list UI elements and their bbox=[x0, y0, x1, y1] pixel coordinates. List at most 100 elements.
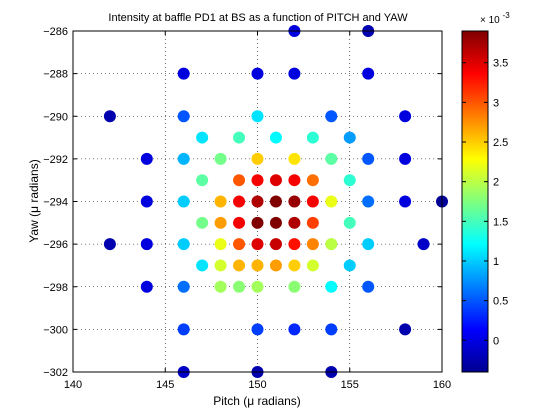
data-point bbox=[306, 216, 319, 229]
data-point bbox=[288, 259, 301, 272]
data-point bbox=[288, 152, 301, 165]
data-point bbox=[251, 216, 264, 229]
x-tick-label: 160 bbox=[433, 379, 451, 391]
data-point bbox=[343, 216, 356, 229]
colorbar-multiplier-exponent: -3 bbox=[503, 11, 511, 20]
x-tick-labels: 140 145 150 155 160 bbox=[64, 379, 451, 391]
data-point bbox=[325, 110, 338, 123]
data-point bbox=[306, 195, 319, 208]
data-point bbox=[362, 152, 375, 165]
data-point bbox=[306, 131, 319, 144]
data-point bbox=[399, 195, 412, 208]
data-point bbox=[306, 259, 319, 272]
data-point bbox=[196, 259, 209, 272]
data-point bbox=[140, 152, 153, 165]
y-tick-label: −290 bbox=[43, 111, 68, 123]
data-point bbox=[177, 110, 190, 123]
data-point bbox=[233, 174, 246, 187]
data-point bbox=[251, 152, 264, 165]
data-point bbox=[233, 280, 246, 293]
data-point bbox=[214, 152, 227, 165]
y-tick-label: −292 bbox=[43, 154, 68, 166]
colorbar-ticks: 0 0.5 1 1.5 2 2.5 3 3.5 bbox=[462, 58, 508, 347]
y-tick-label: −298 bbox=[43, 282, 68, 294]
data-point bbox=[214, 280, 227, 293]
data-point bbox=[269, 174, 282, 187]
data-point bbox=[103, 110, 116, 123]
data-point bbox=[140, 238, 153, 251]
chart-title: Intensity at baffle PD1 at BS as a funct… bbox=[108, 12, 408, 24]
data-point bbox=[251, 67, 264, 80]
y-tick-label: −294 bbox=[43, 197, 68, 209]
colorbar bbox=[461, 30, 489, 373]
data-point bbox=[362, 280, 375, 293]
data-point bbox=[288, 216, 301, 229]
data-point bbox=[399, 323, 412, 336]
data-point bbox=[288, 195, 301, 208]
data-point bbox=[251, 238, 264, 251]
data-point bbox=[251, 259, 264, 272]
data-point bbox=[251, 280, 264, 293]
data-point bbox=[343, 131, 356, 144]
colorbar-tick-label: 2 bbox=[493, 177, 499, 189]
data-point bbox=[325, 238, 338, 251]
x-axis-label: Pitch (μ radians) bbox=[213, 394, 301, 408]
colorbar-multiplier-base: × 10 bbox=[480, 15, 500, 26]
colorbar-multiplier: × 10 -3 bbox=[480, 11, 510, 26]
data-point bbox=[233, 216, 246, 229]
data-point bbox=[233, 131, 246, 144]
data-point bbox=[343, 174, 356, 187]
data-point bbox=[251, 195, 264, 208]
plot-frame bbox=[72, 30, 443, 373]
y-tick-labels: −302 −300 −298 −296 −294 −292 −290 −288 −286 bbox=[43, 26, 68, 379]
data-point bbox=[288, 280, 301, 293]
data-point bbox=[177, 67, 190, 80]
colorbar-tick-label: 1.5 bbox=[493, 216, 508, 228]
data-point bbox=[140, 280, 153, 293]
x-tick-label: 155 bbox=[341, 379, 359, 391]
data-point bbox=[288, 238, 301, 251]
data-point bbox=[196, 174, 209, 187]
y-tick-label: −286 bbox=[43, 26, 68, 38]
y-tick-label: −300 bbox=[43, 324, 68, 336]
data-point bbox=[214, 195, 227, 208]
x-tick-label: 140 bbox=[64, 379, 82, 391]
data-point bbox=[269, 238, 282, 251]
data-point bbox=[196, 131, 209, 144]
data-point bbox=[269, 195, 282, 208]
data-point bbox=[362, 195, 375, 208]
data-point bbox=[269, 131, 282, 144]
data-point bbox=[214, 216, 227, 229]
data-point bbox=[251, 323, 264, 336]
colorbar-tick-label: 3 bbox=[493, 97, 499, 109]
data-point bbox=[288, 323, 301, 336]
colorbar-tick-label: 3.5 bbox=[493, 58, 508, 70]
data-point bbox=[288, 174, 301, 187]
data-point bbox=[251, 110, 264, 123]
data-point bbox=[288, 67, 301, 80]
data-point bbox=[325, 280, 338, 293]
y-tick-label: −296 bbox=[43, 239, 68, 251]
data-point bbox=[177, 152, 190, 165]
data-point bbox=[399, 152, 412, 165]
data-point bbox=[177, 280, 190, 293]
data-point bbox=[233, 195, 246, 208]
y-tick-label: −288 bbox=[43, 69, 68, 81]
data-point bbox=[399, 110, 412, 123]
colorbar-tick-label: 1 bbox=[493, 256, 499, 268]
data-point bbox=[417, 238, 430, 251]
data-point bbox=[233, 238, 246, 251]
colorbar-tick-label: 2.5 bbox=[493, 137, 508, 149]
y-tick-label: −302 bbox=[43, 367, 68, 379]
data-point bbox=[177, 238, 190, 251]
data-point bbox=[343, 259, 356, 272]
data-point bbox=[233, 259, 246, 272]
x-tick-label: 150 bbox=[248, 379, 266, 391]
data-point bbox=[140, 195, 153, 208]
data-point bbox=[325, 152, 338, 165]
data-point bbox=[325, 323, 338, 336]
colorbar-tick-label: 0 bbox=[493, 335, 499, 347]
colorbar-tick-label: 0.5 bbox=[493, 296, 508, 308]
data-point bbox=[362, 67, 375, 80]
